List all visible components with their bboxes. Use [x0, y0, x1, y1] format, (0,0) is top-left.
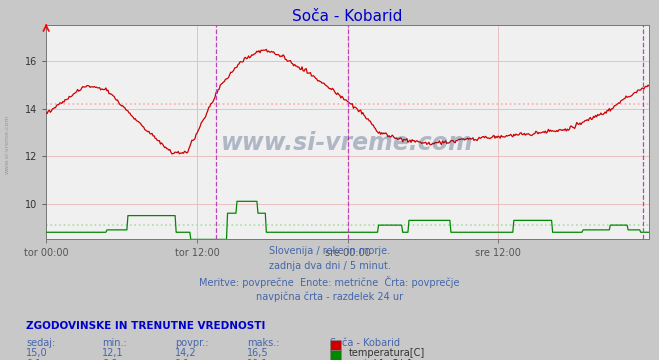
Text: Soča - Kobarid: Soča - Kobarid	[330, 338, 399, 348]
Text: 16,5: 16,5	[247, 348, 269, 359]
Text: 10,1: 10,1	[247, 359, 269, 360]
Text: 15,0: 15,0	[26, 348, 48, 359]
Text: 12,1: 12,1	[102, 348, 124, 359]
Text: min.:: min.:	[102, 338, 127, 348]
Text: navpična črta - razdelek 24 ur: navpična črta - razdelek 24 ur	[256, 292, 403, 302]
Title: Soča - Kobarid: Soča - Kobarid	[293, 9, 403, 24]
Text: temperatura[C]: temperatura[C]	[349, 348, 425, 359]
Text: Meritve: povprečne  Enote: metrične  Črta: povprečje: Meritve: povprečne Enote: metrične Črta:…	[199, 276, 460, 288]
Text: pretok[m3/s]: pretok[m3/s]	[349, 359, 412, 360]
Text: 9,1: 9,1	[26, 359, 42, 360]
Text: Slovenija / reke in morje.: Slovenija / reke in morje.	[269, 246, 390, 256]
Text: www.si-vreme.com: www.si-vreme.com	[221, 131, 474, 155]
Text: povpr.:: povpr.:	[175, 338, 208, 348]
Text: www.si-vreme.com: www.si-vreme.com	[5, 114, 10, 174]
Text: 8,8: 8,8	[102, 359, 117, 360]
Text: ZGODOVINSKE IN TRENUTNE VREDNOSTI: ZGODOVINSKE IN TRENUTNE VREDNOSTI	[26, 321, 266, 331]
Text: 9,1: 9,1	[175, 359, 190, 360]
Text: sedaj:: sedaj:	[26, 338, 55, 348]
Text: zadnja dva dni / 5 minut.: zadnja dva dni / 5 minut.	[269, 261, 390, 271]
Text: 14,2: 14,2	[175, 348, 196, 359]
Text: maks.:: maks.:	[247, 338, 279, 348]
